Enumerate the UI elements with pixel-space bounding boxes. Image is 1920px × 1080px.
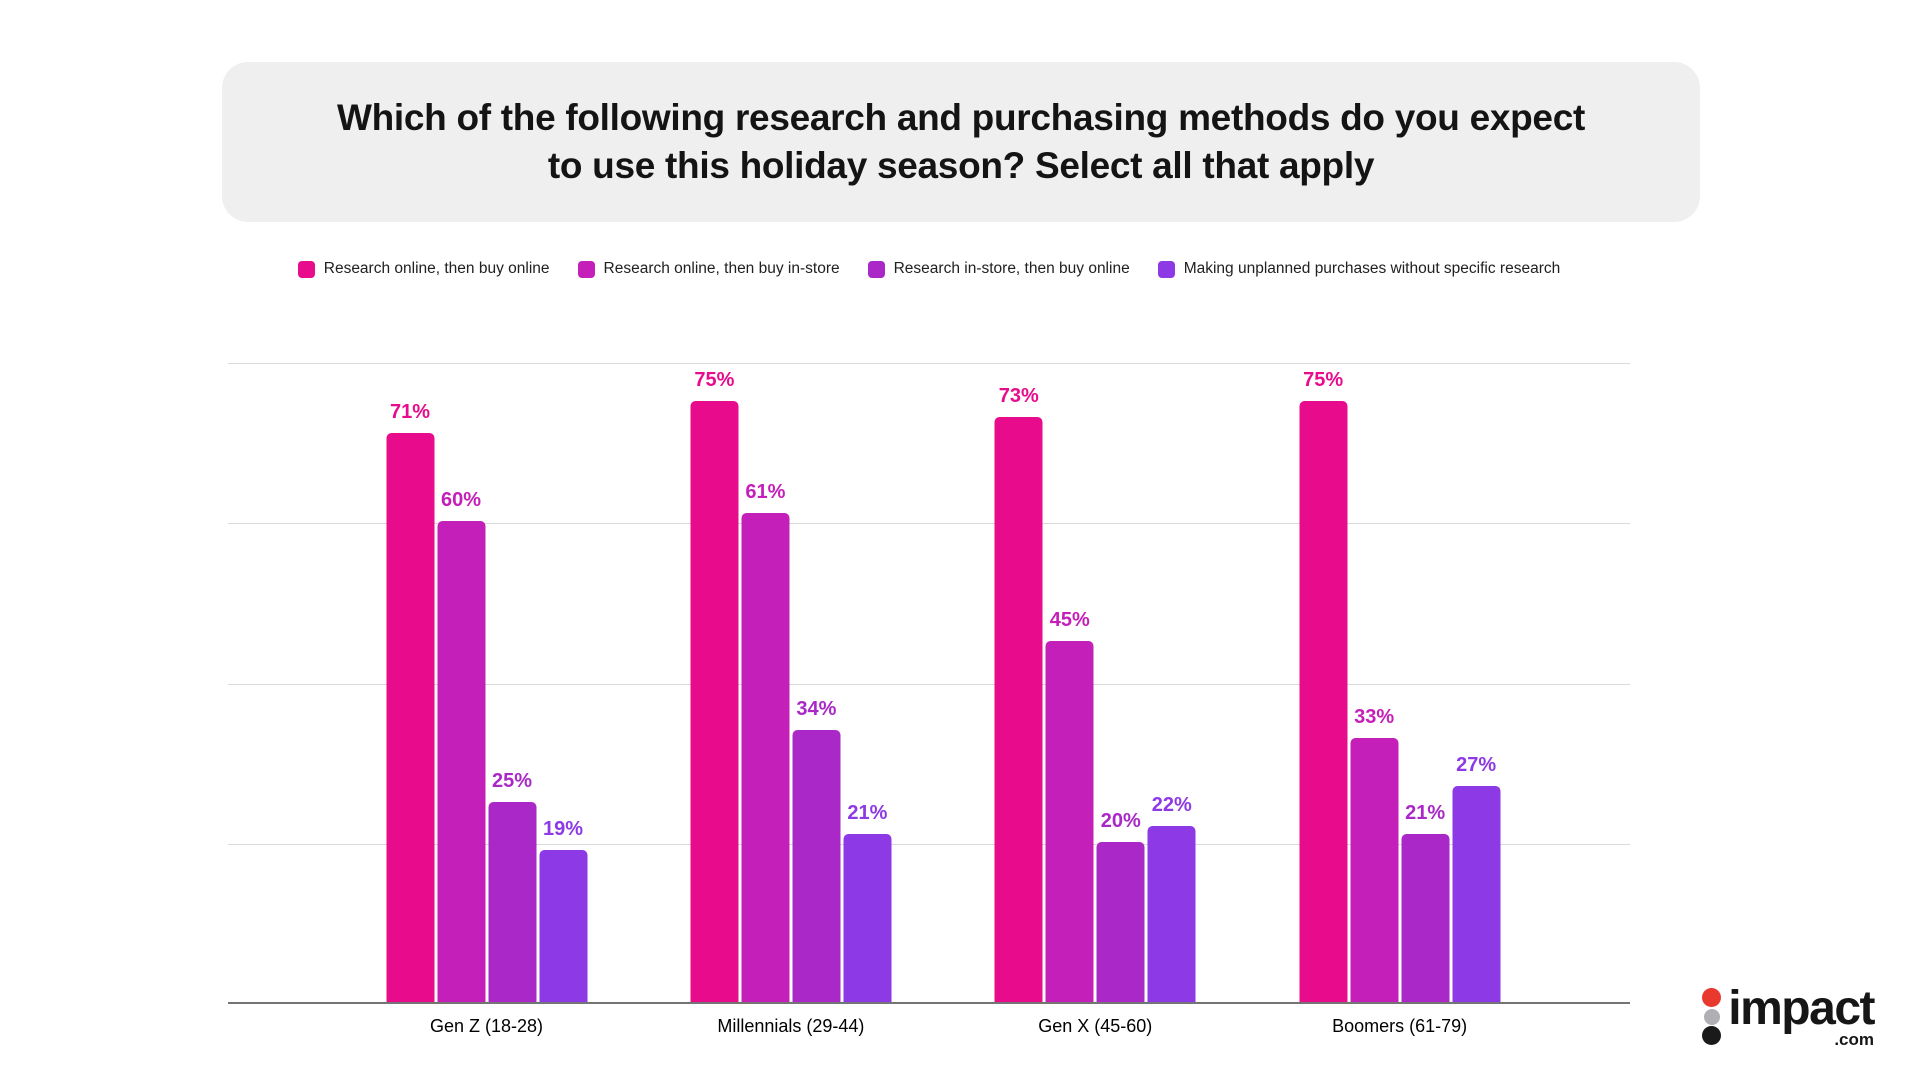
bar-gen-z-18-28-research-online-then-buy-in-store: 60% xyxy=(437,489,486,1002)
impact-logo: impact .com xyxy=(1702,982,1875,1050)
legend-label: Making unplanned purchases without speci… xyxy=(1183,260,1561,277)
bar-group-millennials-29-44: 75% 61% 34% 21% xyxy=(690,369,892,1002)
bar-fill xyxy=(1147,825,1196,1002)
bar-fill xyxy=(386,433,435,1002)
bar-value-label: 75% xyxy=(694,369,735,392)
x-axis-label-gen-z-18-28: Gen Z (18-28) xyxy=(429,1016,544,1036)
bar-value-label: 19% xyxy=(543,817,584,840)
legend-swatch-icon xyxy=(297,260,315,278)
chart-title-line-2: to use this holiday season? Select all t… xyxy=(547,145,1375,186)
bar-fill xyxy=(1045,641,1094,1002)
legend-item-making-unplanned-purchases-without-specific-research: Making unplanned purchases without speci… xyxy=(1157,260,1561,278)
bar-group-gen-x-45-60: 73% 45% 20% 22% xyxy=(994,385,1196,1002)
bar-fill xyxy=(1299,401,1348,1002)
bar-gen-x-45-60-research-online-then-buy-in-store: 45% xyxy=(1045,609,1094,1002)
bar-gen-x-45-60-making-unplanned-purchases-without-specific-research: 22% xyxy=(1147,794,1196,1002)
legend-label: Research online, then buy in-store xyxy=(603,260,840,277)
chart-legend: Research online, then buy online Research… xyxy=(228,260,1630,278)
chart-title-line-1: Which of the following research and purc… xyxy=(336,96,1586,138)
bar-value-label: 71% xyxy=(390,401,431,424)
bar-fill xyxy=(1350,737,1399,1002)
bar-gen-z-18-28-research-online-then-buy-online: 71% xyxy=(386,401,435,1002)
bar-fill xyxy=(741,513,790,1002)
bar-fill xyxy=(539,849,588,1002)
bar-value-label: 61% xyxy=(745,481,786,504)
bar-fill xyxy=(1096,841,1145,1002)
bar-value-label: 21% xyxy=(847,801,888,824)
gridline-20 xyxy=(228,843,1630,845)
bar-fill xyxy=(994,417,1043,1002)
x-axis-label-boomers-61-79: Boomers (61-79) xyxy=(1332,1016,1468,1036)
x-axis-label-millennials-29-44: Millennials (29-44) xyxy=(717,1016,865,1036)
logo-dot-black-icon xyxy=(1702,1026,1722,1045)
x-axis-line xyxy=(228,1002,1630,1004)
bar-fill xyxy=(437,521,486,1002)
legend-swatch-icon xyxy=(1157,260,1175,278)
bar-group-gen-z-18-28: 71% 60% 25% 19% xyxy=(386,401,588,1002)
bar-fill xyxy=(843,833,892,1002)
bar-gen-x-45-60-research-online-then-buy-online: 73% xyxy=(994,385,1043,1002)
bar-fill xyxy=(690,401,739,1002)
bar-value-label: 22% xyxy=(1151,793,1192,816)
x-axis-label-gen-x-45-60: Gen X (45-60) xyxy=(1038,1016,1153,1036)
legend-item-research-online-then-buy-in-store: Research online, then buy in-store xyxy=(577,260,840,278)
gridline-80 xyxy=(228,363,1630,364)
legend-swatch-icon xyxy=(867,260,885,278)
bar-millennials-29-44-research-online-then-buy-in-store: 61% xyxy=(741,481,790,1002)
legend-label: Research in-store, then buy online xyxy=(893,260,1130,277)
bar-value-label: 25% xyxy=(492,769,533,792)
legend-item-research-in-store-then-buy-online: Research in-store, then buy online xyxy=(867,260,1130,278)
gridline-40 xyxy=(228,683,1630,685)
bar-boomers-61-79-research-online-then-buy-online: 75% xyxy=(1299,369,1348,1002)
logo-dot-gray-icon xyxy=(1703,1009,1720,1025)
bar-gen-x-45-60-research-in-store-then-buy-online: 20% xyxy=(1096,810,1145,1002)
logo-suffix: .com xyxy=(1834,1030,1874,1049)
bar-millennials-29-44-research-in-store-then-buy-online: 34% xyxy=(792,698,841,1002)
logo-dot-red-icon xyxy=(1702,988,1722,1007)
bar-gen-z-18-28-research-in-store-then-buy-online: 25% xyxy=(488,770,537,1002)
logo-wordmark: impact xyxy=(1728,982,1875,1035)
bar-boomers-61-79-making-unplanned-purchases-without-specific-research: 27% xyxy=(1452,754,1501,1002)
legend-swatch-icon xyxy=(577,260,595,278)
bar-millennials-29-44-research-online-then-buy-online: 75% xyxy=(690,369,739,1002)
bar-value-label: 20% xyxy=(1100,809,1141,832)
bar-value-label: 27% xyxy=(1456,753,1497,776)
impact-logo-text: impact .com xyxy=(1728,982,1875,1050)
gridline-60 xyxy=(228,523,1630,525)
bar-fill xyxy=(1401,833,1450,1002)
chart-title: Which of the following research and purc… xyxy=(337,94,1585,190)
bar-millennials-29-44-making-unplanned-purchases-without-specific-research: 21% xyxy=(843,802,892,1002)
legend-item-research-online-then-buy-online: Research online, then buy online xyxy=(297,260,550,278)
bar-group-boomers-61-79: 75% 33% 21% 27% xyxy=(1299,369,1501,1002)
bar-value-label: 21% xyxy=(1405,801,1446,824)
bar-boomers-61-79-research-in-store-then-buy-online: 21% xyxy=(1401,802,1450,1002)
bar-fill xyxy=(488,801,537,1002)
bar-boomers-61-79-research-online-then-buy-in-store: 33% xyxy=(1350,706,1399,1002)
bar-gen-z-18-28-making-unplanned-purchases-without-specific-research: 19% xyxy=(539,818,588,1002)
question-title-box: Which of the following research and purc… xyxy=(222,62,1700,222)
bar-value-label: 73% xyxy=(998,385,1039,408)
bar-value-label: 60% xyxy=(441,489,482,512)
bar-chart-plot-area: 71% 60% 25% 19% Gen Z (18-28) 75% 61% 34% 21% Mil… xyxy=(228,363,1630,1036)
bar-fill xyxy=(1452,785,1501,1002)
bar-value-label: 34% xyxy=(796,697,837,720)
legend-label: Research online, then buy online xyxy=(323,260,550,277)
bar-fill xyxy=(792,729,841,1002)
bar-value-label: 33% xyxy=(1354,705,1395,728)
bar-value-label: 45% xyxy=(1049,609,1090,632)
bar-value-label: 75% xyxy=(1303,369,1344,392)
impact-logo-dots-icon xyxy=(1702,985,1722,1045)
